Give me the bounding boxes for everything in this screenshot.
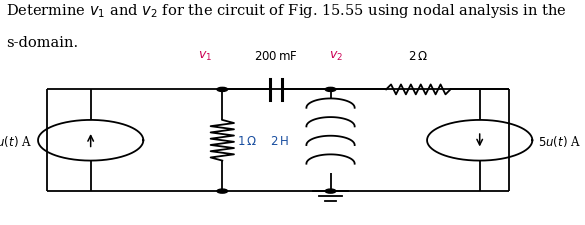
Text: $v_2$: $v_2$ [329, 50, 343, 63]
Text: $2\,\Omega$: $2\,\Omega$ [408, 50, 428, 63]
Circle shape [217, 189, 228, 193]
Text: $1\,\Omega$: $1\,\Omega$ [237, 134, 257, 147]
Circle shape [217, 88, 228, 92]
Text: $200\,\mathrm{mF}$: $200\,\mathrm{mF}$ [254, 50, 298, 63]
Text: s-domain.: s-domain. [6, 36, 78, 50]
Text: $5u(t)$ A: $5u(t)$ A [538, 133, 581, 148]
Circle shape [325, 88, 336, 92]
Text: Determine $v_1$ and $v_2$ for the circuit of Fig. 15.55 using nodal analysis in : Determine $v_1$ and $v_2$ for the circui… [6, 2, 566, 20]
Text: $2u(t)$ A: $2u(t)$ A [0, 133, 32, 148]
Text: $v_1$: $v_1$ [198, 50, 212, 63]
Text: $2\,\mathrm{H}$: $2\,\mathrm{H}$ [270, 134, 289, 147]
Circle shape [325, 189, 336, 193]
